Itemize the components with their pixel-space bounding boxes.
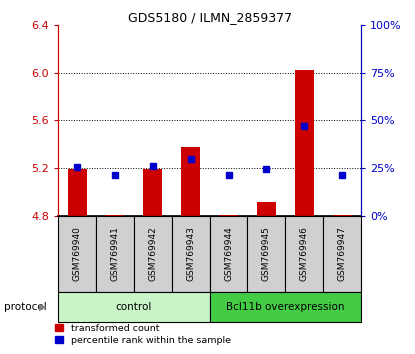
- Legend: transformed count, percentile rank within the sample: transformed count, percentile rank withi…: [54, 323, 232, 346]
- Text: GSM769940: GSM769940: [73, 227, 81, 281]
- Bar: [105, 215, 124, 216]
- Text: GSM769947: GSM769947: [338, 227, 347, 281]
- Bar: [58, 216, 96, 292]
- Title: GDS5180 / ILMN_2859377: GDS5180 / ILMN_2859377: [127, 11, 292, 24]
- Text: ▶: ▶: [39, 302, 47, 312]
- Text: GSM769945: GSM769945: [262, 227, 271, 281]
- Text: GSM769944: GSM769944: [224, 227, 233, 281]
- Bar: [286, 216, 323, 292]
- Text: control: control: [116, 302, 152, 312]
- Text: GSM769941: GSM769941: [110, 227, 120, 281]
- Bar: [257, 201, 276, 216]
- Text: GSM769943: GSM769943: [186, 227, 195, 281]
- Bar: [181, 147, 200, 216]
- Bar: [333, 215, 352, 216]
- Bar: [323, 216, 361, 292]
- Bar: [143, 169, 162, 216]
- Bar: [96, 216, 134, 292]
- Text: Bcl11b overexpression: Bcl11b overexpression: [226, 302, 344, 312]
- Text: protocol: protocol: [4, 302, 47, 312]
- Bar: [210, 216, 247, 292]
- Bar: [172, 216, 210, 292]
- Bar: [58, 292, 210, 322]
- Bar: [219, 215, 238, 216]
- Text: GSM769946: GSM769946: [300, 227, 309, 281]
- Bar: [68, 169, 86, 216]
- Bar: [247, 216, 285, 292]
- Bar: [210, 292, 361, 322]
- Text: GSM769942: GSM769942: [148, 227, 157, 281]
- Bar: [134, 216, 172, 292]
- Bar: [295, 70, 314, 216]
